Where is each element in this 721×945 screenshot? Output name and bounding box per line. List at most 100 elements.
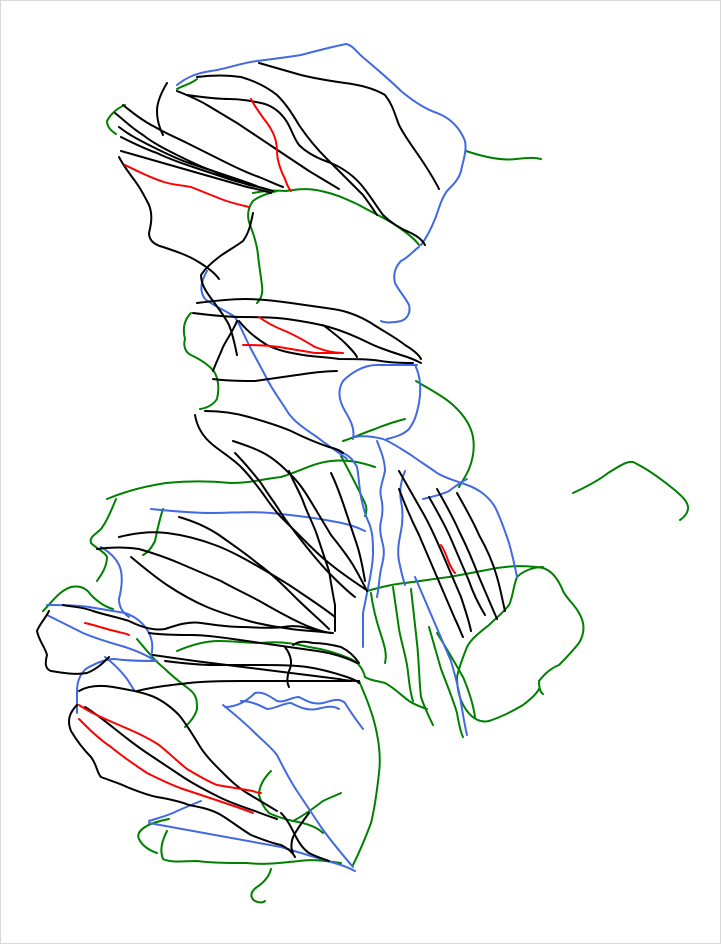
blue-line	[150, 508, 366, 532]
black-line	[176, 90, 340, 190]
black-line	[238, 320, 414, 364]
blue-line	[148, 822, 356, 872]
black-line	[62, 604, 318, 632]
red-line	[242, 344, 340, 354]
black-line	[118, 126, 260, 188]
blue-line	[338, 364, 418, 440]
black-line	[136, 680, 352, 692]
black-line	[196, 74, 378, 216]
green-line	[572, 460, 690, 521]
black-line	[96, 546, 334, 634]
green-line	[465, 150, 542, 161]
black-line	[292, 640, 360, 664]
black-line	[192, 312, 422, 364]
blue-line	[240, 700, 340, 711]
red-line	[78, 718, 254, 814]
green-line	[456, 566, 544, 723]
black-line	[114, 112, 274, 192]
black-lines-group	[36, 62, 506, 862]
black-line	[288, 470, 336, 632]
red-lines-group	[78, 98, 456, 814]
green-line	[342, 418, 406, 442]
blue-line	[104, 656, 136, 692]
black-line	[122, 104, 284, 188]
green-line	[366, 565, 585, 695]
black-line	[436, 488, 498, 620]
black-line	[330, 472, 366, 582]
black-line	[212, 370, 338, 382]
green-line	[137, 818, 170, 854]
black-line	[148, 632, 358, 664]
blue-line	[76, 658, 158, 714]
black-line	[178, 516, 330, 630]
green-line	[160, 830, 342, 865]
black-line	[232, 440, 368, 592]
blue-line	[376, 440, 386, 598]
black-line	[130, 556, 332, 634]
blue-line	[148, 800, 202, 822]
green-line	[488, 688, 540, 722]
green-line	[247, 190, 278, 304]
green-line	[352, 680, 381, 866]
black-line	[212, 320, 238, 372]
black-line	[120, 150, 272, 194]
blue-line	[46, 604, 154, 658]
green-lines-group	[42, 78, 690, 904]
red-line	[250, 98, 292, 192]
blue-line	[100, 546, 130, 618]
green-line	[182, 312, 220, 410]
black-line	[258, 62, 440, 190]
green-line	[410, 588, 434, 726]
black-line	[152, 654, 360, 682]
green-line	[89, 498, 117, 582]
green-line	[176, 78, 198, 90]
black-line	[196, 298, 422, 360]
black-line	[234, 452, 356, 598]
black-line	[156, 82, 168, 136]
blue-line	[380, 246, 420, 324]
black-line	[290, 812, 310, 854]
green-line	[142, 508, 164, 556]
blue-line	[222, 704, 354, 868]
green-line	[106, 104, 126, 135]
red-line	[440, 544, 456, 574]
black-line	[398, 470, 472, 632]
red-line	[124, 164, 250, 208]
black-line	[428, 496, 486, 616]
red-line	[258, 316, 344, 354]
black-line	[322, 324, 358, 358]
green-line	[250, 868, 272, 904]
blue-line	[46, 614, 156, 662]
green-line	[258, 770, 324, 834]
blue-line	[386, 364, 422, 440]
green-line	[364, 676, 428, 710]
green-line	[392, 586, 414, 702]
black-line	[118, 156, 220, 280]
green-line	[292, 792, 342, 822]
black-line	[120, 136, 266, 190]
blue-line	[224, 691, 364, 730]
green-line	[340, 455, 368, 517]
green-line	[42, 585, 114, 612]
green-line	[428, 626, 464, 738]
blue-line	[414, 576, 468, 736]
black-line	[118, 531, 336, 618]
blue-line	[354, 435, 518, 578]
green-line	[370, 592, 387, 664]
red-line	[78, 704, 262, 794]
black-line	[186, 94, 426, 246]
blue-line	[422, 478, 468, 500]
black-line	[164, 660, 360, 684]
blue-line	[336, 450, 374, 648]
red-line	[84, 622, 130, 636]
green-line	[415, 380, 475, 488]
black-line	[194, 414, 366, 590]
blue-line	[176, 43, 467, 246]
black-line	[398, 488, 464, 638]
black-line	[280, 812, 330, 862]
black-line	[456, 492, 506, 612]
black-line	[204, 410, 344, 454]
black-line	[78, 684, 278, 812]
